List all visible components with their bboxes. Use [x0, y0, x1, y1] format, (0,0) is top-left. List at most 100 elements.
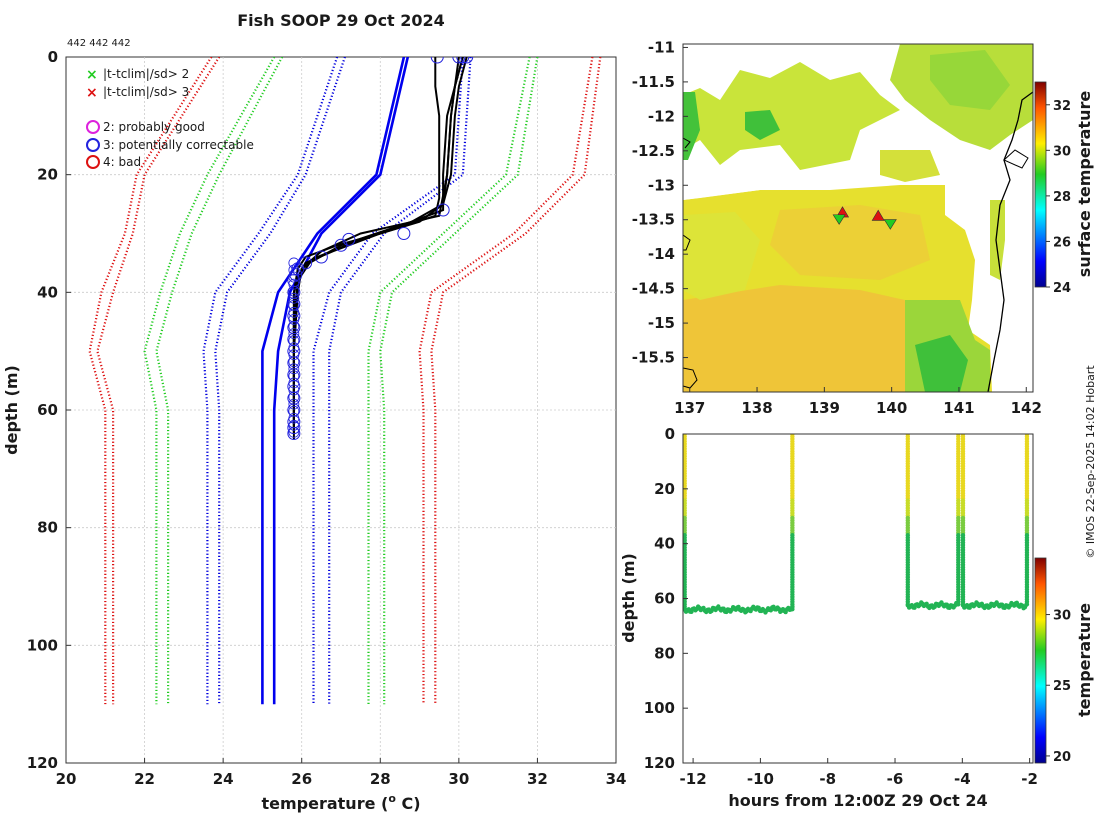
ts-xtick-label: -6: [887, 770, 904, 788]
legend-circle-magenta: [86, 120, 100, 134]
climatology-line-minus1sd: [214, 57, 346, 705]
id-label: 442 442 442: [67, 38, 131, 49]
profile-flag-points: [287, 57, 474, 441]
map-ytick-label: -14: [648, 245, 675, 263]
map-panel: 137 138 139 140 141 142 -11 -11.5 -12 -12.5 -13 -13…: [632, 38, 1094, 417]
climatology-line-minus2sd: [143, 57, 276, 705]
flagged-point-marker: [334, 238, 348, 252]
climatology-line-plus2sd: [367, 57, 531, 705]
flagged-point-marker: [288, 271, 300, 283]
flagged-point-marker: [314, 250, 328, 264]
sst-colorbar: [1034, 81, 1047, 288]
legend-item-flag3: 3: potentially correctable: [86, 138, 254, 152]
flagged-point-marker: [288, 405, 300, 417]
climatology-line-mean: [272, 57, 410, 705]
sst-coastal-green: [915, 335, 968, 392]
profile-xtick-label: 28: [370, 770, 391, 788]
station-marker: [883, 219, 897, 230]
climatology-line-minus2sd: [155, 57, 284, 705]
timeseries-panel: -12 -10 -8 -6 -4 -2 0 20 40 60 80 100 120 hours from…: [619, 425, 1094, 810]
profile-ytick-label: 80: [37, 519, 58, 537]
map-xtick-label: 137: [674, 399, 705, 417]
map-stations: [832, 206, 897, 230]
ts-background: [683, 434, 1033, 763]
legend-item-flag4: 4: bad: [86, 155, 141, 169]
sst-northeast-green: [930, 50, 1010, 110]
flagged-point-marker: [288, 349, 300, 361]
profile-ytick-label: 60: [37, 401, 58, 419]
flagged-point-marker: [288, 264, 300, 276]
ts-ytick-label: 40: [654, 535, 675, 553]
profile-ytick-label: 120: [27, 754, 58, 772]
cloud-gap-2: [945, 190, 990, 235]
legend-x-marker-green: ×: [86, 67, 98, 83]
ts-xtick-label: -12: [680, 770, 707, 788]
ts-ytick-label: 0: [665, 425, 675, 443]
ts-xtick-label: -10: [747, 770, 774, 788]
flagged-point-marker: [288, 306, 300, 318]
map-ytick-label: -15: [648, 314, 675, 332]
flagged-point-marker: [288, 328, 300, 339]
ts-ytick-label: 100: [644, 699, 675, 717]
ts-ytick-label: 60: [654, 590, 675, 608]
profile-ytick-label: 0: [48, 48, 58, 66]
ts-cast-sample: [955, 602, 960, 607]
flagged-point-marker: [288, 370, 300, 382]
temp-colorbar-tick-label: 20: [1053, 750, 1071, 765]
temp-colorbar-label: temperature: [1075, 603, 1094, 717]
profile-legend: × |t-tclim|/sd> 2 × |t-tclim|/sd> 3 2: p…: [86, 67, 254, 169]
temp-colorbar-ticks: 20 25 30: [1046, 609, 1071, 765]
map-axes-box: [682, 43, 1034, 393]
sst-colorbar-ticks: 24 26 28 30 32: [1046, 99, 1071, 296]
sst-north-patch: [683, 62, 900, 170]
map-ytick-label: -15.5: [632, 349, 675, 367]
sst-field-warm-centre: [770, 205, 930, 280]
flagged-point-marker: [288, 391, 300, 403]
sst-field: [683, 44, 1033, 392]
legend-label-flag4: 4: bad: [103, 155, 141, 169]
map-xtick-label: 142: [1011, 399, 1042, 417]
ts-cast-sample: [790, 604, 795, 610]
figure-title: Fish SOOP 29 Oct 2024: [237, 11, 445, 30]
station-marker: [871, 209, 885, 221]
ts-xtick-label: -2: [1021, 770, 1038, 788]
sst-green-blob: [745, 110, 780, 140]
profile-ticks: 20 22 24 26 28 30 32 34 0 20 40 60 80 100 120: [27, 48, 627, 788]
flagged-point-marker: [288, 356, 300, 368]
sst-colorbar-tick-label: 24: [1053, 281, 1071, 296]
legend-x-marker-red: ×: [86, 85, 98, 101]
cloud-gap-east: [1000, 140, 1033, 300]
flagged-point-marker: [288, 278, 300, 290]
flagged-point-marker: [456, 57, 470, 64]
climatology-line-plus3sd: [430, 57, 602, 705]
map-ytick-label: -12.5: [632, 142, 675, 160]
profile-ytick-label: 100: [27, 636, 58, 654]
legend-label-sd3: |t-tclim|/sd> 3: [103, 85, 189, 99]
sst-west-green: [683, 92, 700, 160]
sst-colorbar-tick-label: 28: [1053, 190, 1071, 205]
map-ytick-label: -12: [648, 107, 675, 125]
map-xtick-label: 141: [943, 399, 974, 417]
profile-lines: [88, 57, 602, 705]
coastline: [987, 91, 1033, 392]
profile-ytick-label: 20: [37, 166, 58, 184]
flagged-point-marker: [460, 57, 474, 64]
profile-ylabel: depth (m): [2, 365, 21, 455]
temperature-profile-line: [292, 57, 464, 440]
sst-colorbar-tick-label: 32: [1053, 99, 1071, 114]
ts-ytick-label: 80: [654, 644, 675, 662]
flagged-point-marker: [288, 285, 300, 297]
profile-panel: 20 22 24 26 28 30 32 34 0 20 40 60 80 100 120 × |t-tcl…: [2, 48, 626, 813]
map-ticks: 137 138 139 140 141 142 -11 -11.5 -12 -12.5 -13 -13…: [632, 38, 1042, 417]
flagged-point-marker: [288, 363, 300, 375]
flagged-point-marker: [288, 426, 300, 438]
profile-xtick-label: 32: [527, 770, 548, 788]
temp-colorbar-tick-label: 25: [1053, 679, 1071, 694]
ts-ticks: -12 -10 -8 -6 -4 -2 0 20 40 60 80 100 120: [644, 425, 1038, 788]
coastline-west: [683, 367, 698, 389]
coastline-west-3: [683, 137, 691, 149]
station-marker: [832, 214, 846, 225]
flagged-point-marker: [288, 313, 300, 325]
flagged-point-marker: [287, 421, 301, 435]
map-ytick-label: -11.5: [632, 73, 675, 91]
